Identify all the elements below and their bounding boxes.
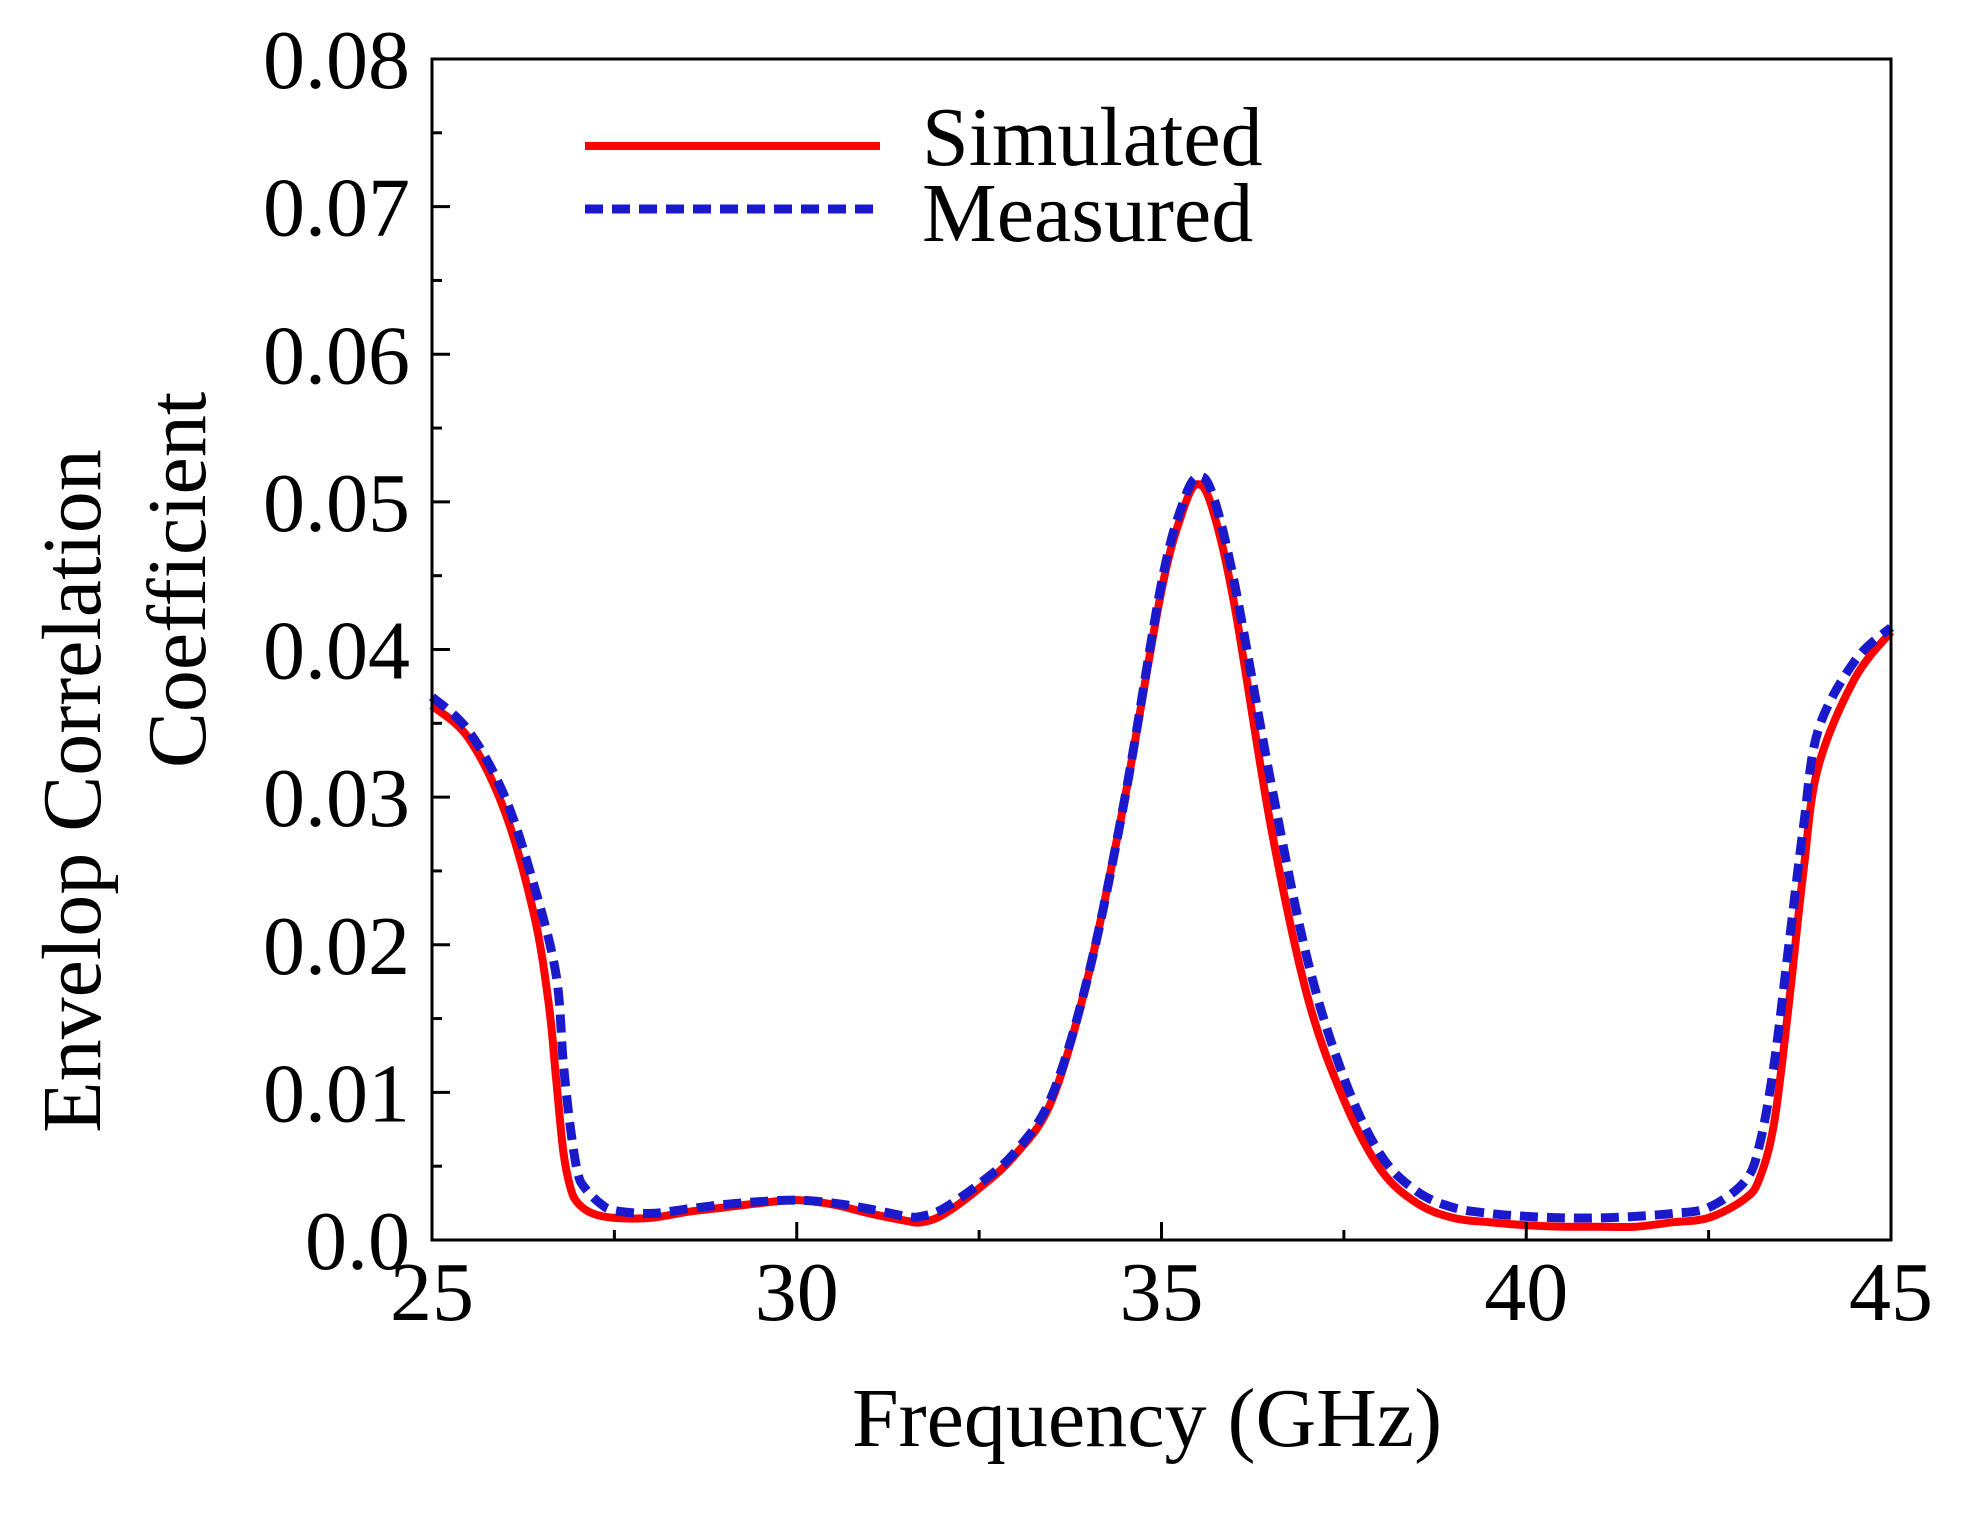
legend-measured-label: Measured bbox=[922, 167, 1253, 260]
x-tick-label: 25 bbox=[390, 1246, 474, 1339]
x-tick-label: 45 bbox=[1849, 1246, 1933, 1339]
x-tick-label: 30 bbox=[755, 1246, 839, 1339]
y-tick-label: 0.03 bbox=[263, 752, 410, 845]
y-tick-label: 0.01 bbox=[263, 1047, 410, 1140]
series-line-simulated bbox=[429, 480, 1895, 1232]
legend-simulated-label: Simulated bbox=[922, 91, 1263, 184]
y-tick-label: 0.04 bbox=[263, 605, 410, 698]
x-tick-label: 35 bbox=[1120, 1246, 1204, 1339]
x-axis-title: Frequency (GHz) bbox=[852, 1372, 1442, 1465]
series-layer bbox=[428, 471, 1895, 1232]
axes-layer: 25 30 35 40 45 0.0 0.01 0.02 0.03 0.04 0.05 0.06 0.0… bbox=[263, 14, 1933, 1339]
y-axis-title-line1: Envelop Correlation bbox=[26, 449, 119, 1132]
y-tick-label: 0.08 bbox=[263, 14, 410, 107]
y-tick-label: 0.0 bbox=[305, 1195, 410, 1288]
y-tick-label: 0.07 bbox=[263, 162, 410, 255]
x-tick-label: 40 bbox=[1484, 1246, 1568, 1339]
y-tick-label: 0.06 bbox=[263, 309, 410, 402]
y-tick-label: 0.05 bbox=[263, 457, 410, 550]
y-tick-label: 0.02 bbox=[263, 900, 410, 993]
series-line-measured bbox=[428, 471, 1895, 1223]
y-axis-title-line2: Coefficient bbox=[131, 392, 224, 768]
legend: Simulated Measured bbox=[585, 91, 1263, 260]
